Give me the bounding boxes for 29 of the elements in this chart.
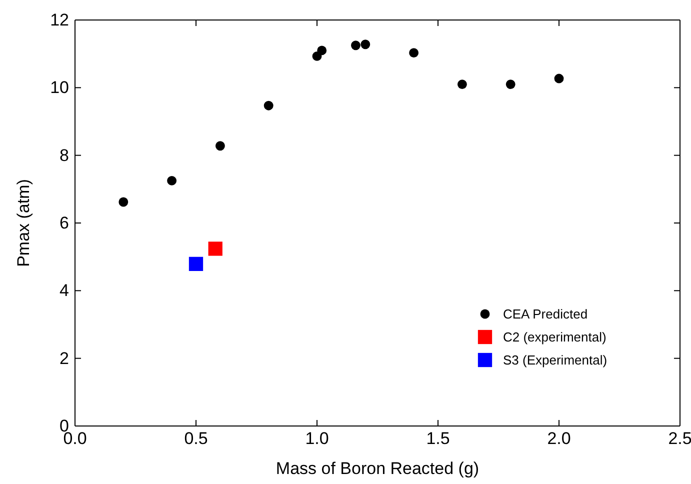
legend-label: C2 (experimental) — [503, 330, 606, 345]
y-tick-label: 6 — [60, 213, 69, 232]
point — [457, 80, 467, 89]
point — [317, 46, 327, 56]
point — [167, 176, 177, 186]
x-tick-label: 2.0 — [547, 429, 571, 448]
point — [351, 40, 360, 50]
x-tick-label: 2.5 — [668, 429, 691, 448]
y-tick-label: 8 — [60, 146, 69, 165]
point — [409, 48, 419, 58]
point — [360, 40, 370, 50]
point — [264, 100, 274, 110]
legend-label: S3 (Experimental) — [503, 352, 608, 368]
point — [118, 197, 128, 207]
point — [554, 74, 564, 84]
x-tick-label: 0.5 — [184, 429, 208, 448]
y-tick-label: 10 — [50, 78, 69, 98]
y-tick-label: 12 — [50, 10, 69, 30]
y-axis-title: Pmax (atm) — [14, 179, 33, 267]
point — [188, 256, 204, 272]
point — [215, 141, 225, 151]
point — [208, 242, 222, 256]
y-tick-label: 2 — [60, 348, 69, 368]
y-tick-label: 4 — [60, 281, 69, 300]
x-axis-title: Mass of Boron Reacted (g) — [276, 459, 480, 478]
point — [506, 80, 516, 89]
legend-label: CEA Predicted — [503, 306, 588, 322]
x-tick-label: 1.0 — [305, 429, 329, 448]
x-tick-label: 1.5 — [426, 429, 450, 448]
